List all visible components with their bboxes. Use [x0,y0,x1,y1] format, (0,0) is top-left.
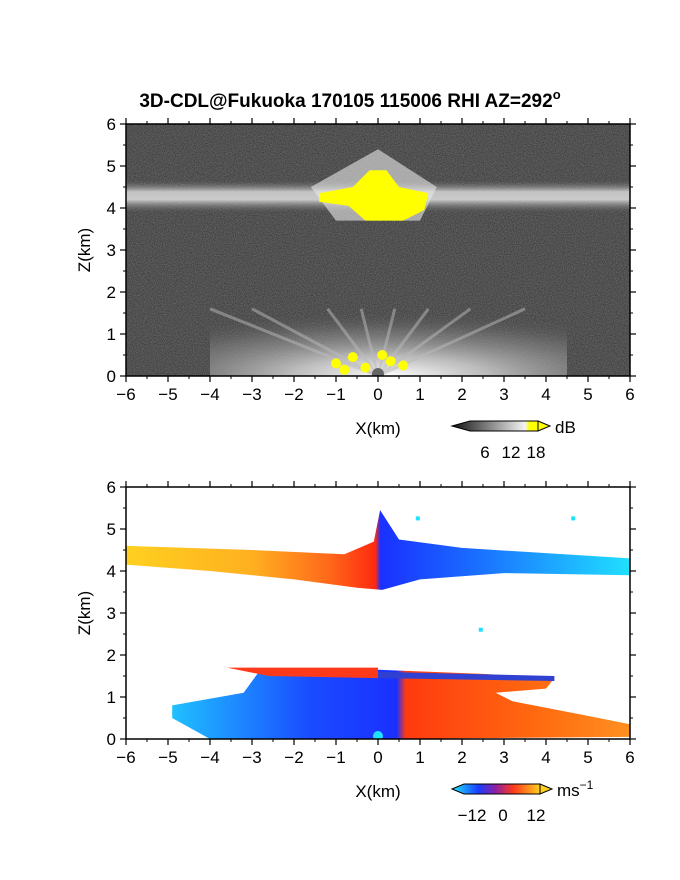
velocity-speckle [478,627,483,632]
y-tick-label: 0 [107,730,116,749]
reflectivity-beam [376,308,397,376]
velocity-data [126,510,630,739]
y-tick-label: 5 [107,157,116,176]
reflectivity-colorbar-unit: dB [555,418,576,437]
reflectivity-low-max [360,362,371,373]
x-tick-label: 6 [625,385,634,404]
y-tick-label: 2 [107,283,116,302]
x-tick-label: 2 [457,385,466,404]
x-tick-label: −5 [158,385,177,404]
velocity-speckle [415,516,420,521]
x-tick-label: −2 [284,748,303,767]
x-tick-label: −1 [326,748,345,767]
x-tick-label: 5 [583,385,592,404]
velocity-speckle [571,516,576,521]
reflectivity-low-max [398,360,409,371]
x-tick-label: 4 [541,385,550,404]
reflectivity-data [126,149,630,376]
y-tick-label: 3 [107,604,116,623]
velocity-axes: −6 −5 −4 −3 −2 −1 0 1 2 3 4 5 6 0 1 2 3 4 5 6 [107,478,636,767]
velocity-colorbar-tick: 12 [527,806,546,825]
y-tick-label: 6 [107,478,116,497]
y-tick-label: 5 [107,520,116,539]
y-tick-label: 0 [107,367,116,386]
y-tick-label: 3 [107,241,116,260]
x-tick-label: 0 [373,748,382,767]
reflectivity-colorbar-arrow [537,420,552,432]
velocity-ylabel: Z(km) [75,591,94,635]
reflectivity-origin [372,368,384,376]
x-tick-label: −4 [200,385,219,404]
x-tick-label: −3 [242,748,261,767]
velocity-xlabel: X(km) [355,782,400,801]
reflectivity-colorbar-tick: 12 [502,443,521,462]
x-tick-label: 1 [415,385,424,404]
reflectivity-low-max [377,350,388,360]
velocity-origin [373,731,383,739]
reflectivity-axes: −6 −5 −4 −3 −2 −1 0 1 2 3 4 5 6 0 1 2 3 4 5 6 [107,115,636,404]
reflectivity-beam [376,307,430,376]
x-tick-label: 6 [625,748,634,767]
x-tick-label: −1 [326,385,345,404]
velocity-colorbar: ms−1 −12 0 12 [450,778,594,825]
velocity-colorbar-bar [450,783,541,795]
velocity-colorbar-tick: −12 [458,806,487,825]
reflectivity-colorbar-tick: 6 [480,443,489,462]
x-tick-label: −4 [200,748,219,767]
reflectivity-low-max [339,364,350,375]
reflectivity-colorbar-bar [450,420,539,432]
x-tick-label: −2 [284,385,303,404]
reflectivity-low-max [347,352,358,363]
reflectivity-colorbar-tick: 18 [527,443,546,462]
x-tick-label: 4 [541,748,550,767]
x-tick-label: 0 [373,385,382,404]
x-tick-label: 3 [499,385,508,404]
x-tick-label: −5 [158,748,177,767]
x-tick-label: 3 [499,748,508,767]
velocity-lower-strip [378,671,555,682]
reflectivity-max-region [319,170,429,221]
y-tick-label: 2 [107,646,116,665]
x-tick-label: 2 [457,748,466,767]
y-tick-label: 1 [107,688,116,707]
velocity-colorbar-arrow [539,783,554,795]
reflectivity-beam [209,307,379,376]
reflectivity-xlabel: X(km) [355,419,400,438]
y-tick-label: 4 [107,562,116,581]
velocity-colorbar-tick: 0 [498,806,507,825]
velocity-lower-layer [172,669,630,739]
velocity-colorbar-unit: ms−1 [557,778,594,800]
reflectivity-ylabel: Z(km) [75,228,94,272]
x-tick-label: 5 [583,748,592,767]
x-tick-label: −6 [116,748,135,767]
reflectivity-low-max [331,358,341,369]
x-tick-label: −3 [242,385,261,404]
y-tick-label: 4 [107,199,116,218]
reflectivity-beam [251,307,379,376]
reflectivity-low-max [385,356,396,367]
reflectivity-beam [359,308,380,376]
velocity-upper-layer [126,510,630,590]
y-tick-label: 6 [107,115,116,134]
reflectivity-beam [326,307,380,376]
figure-title: 3D-CDL@Fukuoka 170105 115006 RHI AZ=292o [139,87,560,112]
x-tick-label: 1 [415,748,424,767]
x-tick-label: −6 [116,385,135,404]
velocity-lower-strip [226,667,378,679]
y-tick-label: 1 [107,325,116,344]
reflectivity-colorbar: dB 6 12 18 [450,418,576,462]
